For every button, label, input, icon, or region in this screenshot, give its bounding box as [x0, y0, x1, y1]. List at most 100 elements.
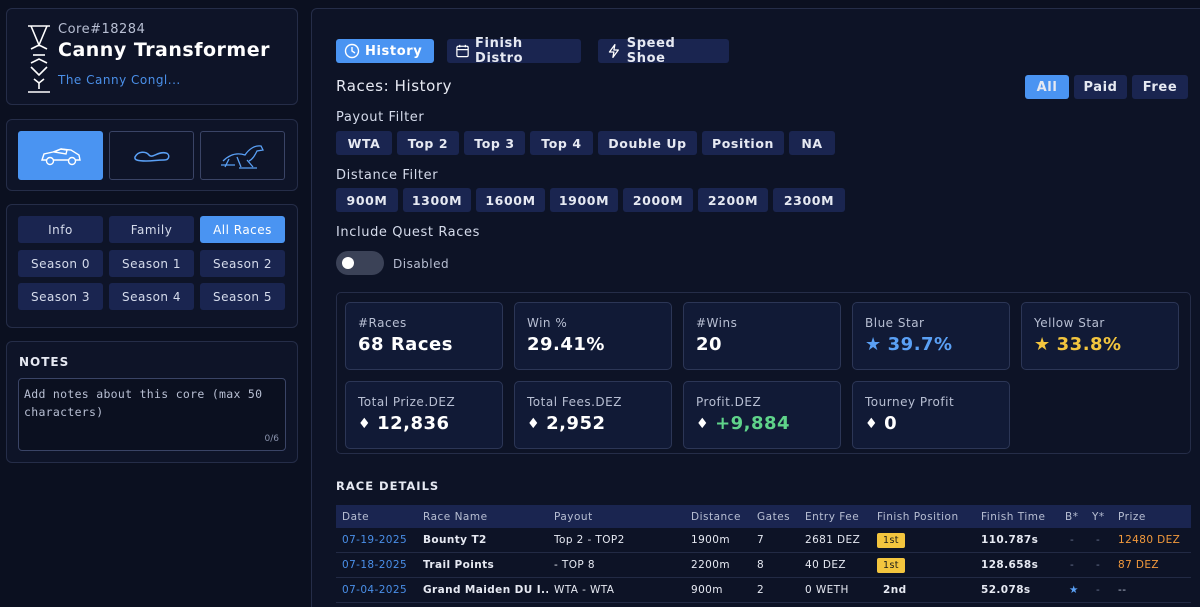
table-row[interactable]: 07-04-2025 Grand Maiden DU I... WTA - WT… — [336, 578, 1191, 603]
payout-chip-wta[interactable]: WTA — [336, 131, 392, 155]
distance-chip-900m[interactable]: 900M — [336, 188, 398, 212]
col-payout[interactable]: Payout — [554, 510, 593, 523]
stat-profit: Profit.DEZ ♦ +9,884 — [683, 381, 841, 449]
row-finish-time: 52.078s — [981, 584, 1031, 596]
stat-wins-value: 20 — [696, 334, 723, 355]
stat-tourney-profit-value: 0 — [884, 413, 898, 434]
col-race-name[interactable]: Race Name — [423, 510, 488, 523]
payout-chip-position[interactable]: Position — [702, 131, 784, 155]
stat-profit-label: Profit.DEZ — [696, 395, 762, 409]
row-date[interactable]: 07-04-2025 — [342, 584, 408, 596]
row-distance: 2200m — [691, 559, 730, 571]
tab-season-3[interactable]: Season 3 — [18, 283, 103, 310]
stats-summary: #Races 68 Races Win % 29.41% #Wins 20 Bl… — [336, 292, 1191, 454]
row-finish-position: 1st — [877, 553, 905, 577]
table-row[interactable]: 07-19-2025 Bounty T2 Top 2 - TOP2 1900m … — [336, 528, 1191, 553]
mode-car-button[interactable] — [18, 131, 103, 180]
notes-textarea[interactable]: Add notes about this core (max 50 charac… — [18, 378, 286, 451]
payout-chip-double-up[interactable]: Double Up — [598, 131, 697, 155]
stat-blue-star: Blue Star ★ 39.7% — [852, 302, 1010, 370]
dez-diamond-icon: ♦ — [358, 415, 372, 432]
quest-races-toggle[interactable] — [336, 251, 384, 275]
distance-chip-1600m[interactable]: 1600M — [476, 188, 545, 212]
car-icon — [40, 147, 81, 165]
distance-chip-1300m[interactable]: 1300M — [403, 188, 471, 212]
row-distance: 1900m — [691, 534, 730, 546]
stat-tourney-profit-row: ♦ 0 — [865, 413, 897, 434]
row-entry-fee: 40 DEZ — [805, 559, 847, 571]
core-card: Core#18284 Canny Transformer The Canny C… — [6, 8, 298, 105]
stat-yellow-star-row: ★ 33.8% — [1034, 334, 1122, 355]
mode-horse-button[interactable] — [200, 131, 285, 180]
filter-free-button[interactable]: Free — [1132, 75, 1188, 99]
tab-season-0[interactable]: Season 0 — [18, 250, 103, 277]
stat-profit-value: +9,884 — [715, 413, 791, 434]
row-yellow-star: - — [1096, 584, 1101, 596]
view-speed-shoe-label: Speed Shoe — [626, 36, 676, 66]
stat-tourney-profit: Tourney Profit ♦ 0 — [852, 381, 1010, 449]
stat-win-pct-value: 29.41% — [527, 334, 605, 355]
tab-season-1[interactable]: Season 1 — [109, 250, 194, 277]
payout-chip-top2[interactable]: Top 2 — [397, 131, 459, 155]
stat-races: #Races 68 Races — [345, 302, 503, 370]
row-prize: 12480 DEZ — [1118, 534, 1181, 546]
col-prize[interactable]: Prize — [1118, 510, 1146, 523]
col-entry-fee[interactable]: Entry Fee — [805, 510, 860, 523]
row-yellow-star: - — [1096, 559, 1101, 571]
table-header: Date Race Name Payout Distance Gates Ent… — [336, 505, 1191, 528]
stat-blue-star-label: Blue Star — [865, 316, 925, 330]
view-history-button[interactable]: History — [336, 39, 434, 63]
race-tabs-panel: Info Family All Races Season 0 Season 1 … — [6, 204, 298, 328]
col-finish-position[interactable]: Finish Position — [877, 510, 959, 523]
distance-chip-1900m[interactable]: 1900M — [550, 188, 618, 212]
race-details-title: RACE DETAILS — [336, 479, 440, 493]
view-speed-shoe-button[interactable]: Speed Shoe — [598, 36, 729, 66]
row-yellow-star: - — [1096, 534, 1101, 546]
tab-info[interactable]: Info — [18, 216, 103, 243]
tab-season-2[interactable]: Season 2 — [200, 250, 285, 277]
row-date[interactable]: 07-19-2025 — [342, 534, 408, 546]
row-gates: 8 — [757, 559, 765, 571]
core-name: Canny Transformer — [58, 39, 270, 61]
core-link[interactable]: The Canny Congl... — [58, 73, 181, 87]
payout-chip-top4[interactable]: Top 4 — [530, 131, 593, 155]
col-blue-star[interactable]: B* — [1065, 510, 1079, 523]
row-date[interactable]: 07-18-2025 — [342, 559, 408, 571]
tab-family[interactable]: Family — [109, 216, 194, 243]
tab-all-races[interactable]: All Races — [200, 216, 285, 243]
stat-total-prize-label: Total Prize.DEZ — [358, 395, 456, 409]
col-finish-time[interactable]: Finish Time — [981, 510, 1046, 523]
dez-diamond-icon: ♦ — [527, 415, 541, 432]
distance-chip-2000m[interactable]: 2000M — [623, 188, 693, 212]
col-gates[interactable]: Gates — [757, 510, 791, 523]
tab-season-5[interactable]: Season 5 — [200, 283, 285, 310]
filter-paid-button[interactable]: Paid — [1074, 75, 1127, 99]
payout-chip-na[interactable]: NA — [789, 131, 835, 155]
distance-chip-2300m[interactable]: 2300M — [773, 188, 845, 212]
col-date[interactable]: Date — [342, 510, 370, 523]
mode-shoe-button[interactable] — [109, 131, 194, 180]
blue-star-icon: ★ — [865, 334, 882, 355]
stat-win-pct: Win % 29.41% — [514, 302, 672, 370]
tab-season-4[interactable]: Season 4 — [109, 283, 194, 310]
row-prize: -- — [1118, 584, 1127, 596]
stat-yellow-star-label: Yellow Star — [1034, 316, 1105, 330]
table-row[interactable]: 07-18-2025 Trail Points - TOP 8 2200m 8 … — [336, 553, 1191, 578]
filter-all-button[interactable]: All — [1025, 75, 1069, 99]
quest-races-state: Disabled — [393, 257, 450, 271]
col-distance[interactable]: Distance — [691, 510, 741, 523]
yellow-star-icon: ★ — [1034, 334, 1051, 355]
stat-total-prize-row: ♦ 12,836 — [358, 413, 450, 434]
stat-yellow-star-value: 33.8% — [1056, 334, 1122, 355]
stat-total-prize-value: 12,836 — [377, 413, 450, 434]
col-yellow-star[interactable]: Y* — [1092, 510, 1105, 523]
row-distance: 900m — [691, 584, 723, 596]
row-prize: 87 DEZ — [1118, 559, 1160, 571]
distance-chip-2200m[interactable]: 2200M — [698, 188, 768, 212]
payout-chip-top3[interactable]: Top 3 — [464, 131, 525, 155]
core-logo-icon — [28, 25, 50, 93]
view-finish-distro-button[interactable]: Finish Distro — [447, 36, 581, 66]
view-history-label: History — [365, 43, 423, 59]
stat-yellow-star: Yellow Star ★ 33.8% — [1021, 302, 1179, 370]
row-finish-time: 128.658s — [981, 559, 1039, 571]
